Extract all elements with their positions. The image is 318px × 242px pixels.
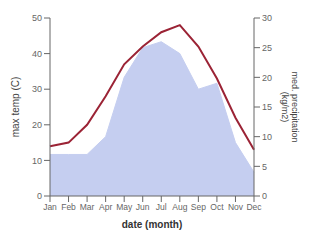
svg-text:May: May: [116, 202, 133, 212]
svg-text:Apr: Apr: [99, 202, 112, 212]
svg-text:Mar: Mar: [80, 202, 95, 212]
svg-text:20: 20: [262, 73, 272, 83]
svg-text:0: 0: [37, 191, 42, 201]
svg-text:Feb: Feb: [61, 202, 76, 212]
svg-text:Jun: Jun: [136, 202, 150, 212]
svg-text:Sep: Sep: [191, 202, 206, 212]
svg-text:10: 10: [262, 132, 272, 142]
svg-text:max temp (C): max temp (C): [10, 77, 21, 138]
svg-text:40: 40: [32, 49, 42, 59]
svg-text:50: 50: [32, 13, 42, 23]
svg-text:date (month): date (month): [122, 219, 183, 230]
svg-text:30: 30: [32, 84, 42, 94]
svg-text:30: 30: [262, 13, 272, 23]
svg-text:med. precipitation(kg/m2): med. precipitation(kg/m2): [280, 71, 300, 142]
svg-text:25: 25: [262, 43, 272, 53]
svg-text:Nov: Nov: [228, 202, 244, 212]
svg-text:Aug: Aug: [172, 202, 187, 212]
svg-text:Jan: Jan: [43, 202, 57, 212]
svg-text:Oct: Oct: [210, 202, 224, 212]
svg-text:10: 10: [32, 156, 42, 166]
svg-text:Jul: Jul: [156, 202, 167, 212]
svg-text:Dec: Dec: [246, 202, 262, 212]
svg-text:15: 15: [262, 102, 272, 112]
svg-text:5: 5: [262, 162, 267, 172]
svg-text:20: 20: [32, 120, 42, 130]
svg-text:0: 0: [262, 191, 267, 201]
